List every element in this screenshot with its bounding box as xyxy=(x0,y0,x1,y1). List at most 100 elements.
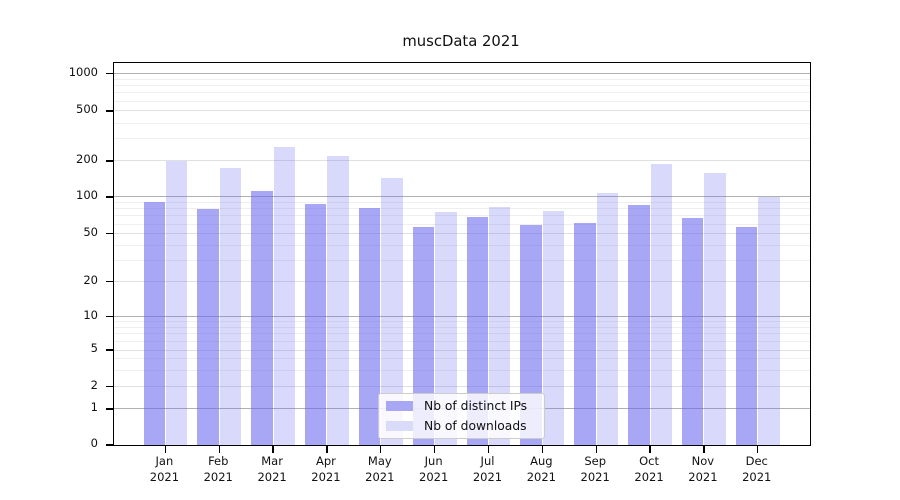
x-label-month: Nov xyxy=(691,454,715,468)
x-label-month: Jun xyxy=(424,454,443,468)
y-tick-mark xyxy=(106,72,113,75)
bar-downloads-oct xyxy=(650,164,672,445)
gridline xyxy=(114,160,810,162)
minor-gridline xyxy=(114,85,810,87)
bar-distinct-ips-oct xyxy=(628,204,650,445)
legend-swatch-downloads xyxy=(386,421,413,431)
legend-label-downloads: Nb of downloads xyxy=(424,419,527,433)
y-tick-mark xyxy=(106,196,113,198)
bar-distinct-ips-sep xyxy=(574,223,596,445)
legend-label-distinct-ips: Nb of distinct IPs xyxy=(424,399,528,413)
x-tick-mark xyxy=(218,446,220,453)
bar-downloads-sep xyxy=(596,192,619,445)
gridline xyxy=(114,386,810,388)
bar-downloads-dec xyxy=(758,196,780,445)
x-tick-mark xyxy=(649,446,651,453)
x-tick-mark xyxy=(380,446,382,453)
y-tick-mark xyxy=(106,160,113,162)
y-tick-label: 200 xyxy=(76,151,98,166)
x-label-year: 2021 xyxy=(688,470,718,485)
x-label-year: 2021 xyxy=(742,470,772,485)
x-label-year: 2021 xyxy=(580,470,610,485)
y-tick-label: 1 xyxy=(90,399,98,414)
x-label-month: Aug xyxy=(530,454,553,468)
x-tick-mark xyxy=(326,446,328,453)
x-label-month: May xyxy=(367,454,392,468)
minor-gridline xyxy=(114,340,810,342)
bar-distinct-ips-nov xyxy=(682,218,704,445)
x-tick-label-jan: Jan 2021 xyxy=(137,453,191,486)
bar-distinct-ips-may xyxy=(358,208,381,445)
y-tick-mark xyxy=(106,349,113,351)
bar-downloads-jun xyxy=(435,212,457,445)
legend: Nb of distinct IPs Nb of downloads xyxy=(378,393,545,439)
x-label-month: Jan xyxy=(155,454,174,468)
y-tick-label: 10 xyxy=(83,307,98,322)
y-tick-label: 100 xyxy=(76,187,98,202)
x-tick-label-jul: Jul 2021 xyxy=(461,453,515,486)
x-label-month: Dec xyxy=(745,454,768,468)
minor-gridline xyxy=(114,223,810,225)
y-tick-label: 50 xyxy=(83,224,98,239)
y-tick-mark xyxy=(106,110,113,112)
bar-downloads-aug xyxy=(542,211,565,445)
x-label-month: Oct xyxy=(639,454,659,468)
x-label-month: Apr xyxy=(315,454,336,468)
minor-gridline xyxy=(114,259,810,261)
gridline xyxy=(114,349,810,351)
gridline xyxy=(114,233,810,235)
x-label-year: 2021 xyxy=(472,470,503,485)
gridline xyxy=(114,110,810,112)
minor-gridline xyxy=(114,92,810,94)
x-tick-mark xyxy=(487,446,490,453)
bar-downloads-jul xyxy=(489,206,511,445)
x-tick-label-nov: Nov 2021 xyxy=(676,453,730,486)
y-tick-mark xyxy=(106,233,113,235)
bar-downloads-mar xyxy=(273,147,295,445)
x-label-year: 2021 xyxy=(203,470,233,485)
x-tick-mark xyxy=(757,446,759,453)
minor-gridline xyxy=(114,100,810,102)
x-label-month: Mar xyxy=(261,454,283,468)
x-label-year: 2021 xyxy=(526,470,556,485)
bar-distinct-ips-dec xyxy=(735,226,758,445)
minor-gridline xyxy=(114,326,810,328)
minor-gridline xyxy=(114,369,810,371)
plot-area xyxy=(106,62,811,453)
bar-downloads-apr xyxy=(327,155,349,445)
bar-distinct-ips-jun xyxy=(412,226,435,445)
x-label-year: 2021 xyxy=(365,470,395,485)
minor-gridline xyxy=(114,78,810,80)
y-tick-mark xyxy=(106,385,113,388)
bar-distinct-ips-feb xyxy=(197,209,219,445)
y-tick-label: 1000 xyxy=(68,64,98,79)
bar-distinct-ips-apr xyxy=(305,203,327,445)
minor-gridline xyxy=(114,208,810,210)
x-label-year: 2021 xyxy=(634,470,664,485)
minor-gridline xyxy=(114,215,810,217)
x-tick-mark xyxy=(595,446,597,453)
x-tick-label-dec: Dec 2021 xyxy=(730,453,784,486)
x-tick-label-feb: Feb 2021 xyxy=(191,453,245,486)
x-tick-mark xyxy=(541,446,544,453)
decade-gridline xyxy=(114,316,810,318)
x-tick-label-aug: Aug 2021 xyxy=(514,453,568,486)
x-tick-mark xyxy=(433,446,436,453)
y-tick-label: 20 xyxy=(83,272,98,287)
x-tick-mark xyxy=(703,446,705,453)
x-label-year: 2021 xyxy=(257,470,287,485)
bar-downloads-may xyxy=(381,178,403,445)
x-label-month: Feb xyxy=(208,454,229,468)
minor-gridline xyxy=(114,201,810,203)
legend-item-downloads: Nb of downloads xyxy=(386,418,536,434)
x-tick-label-oct: Oct 2021 xyxy=(622,453,676,486)
minor-gridline xyxy=(114,122,810,124)
chart-title: muscData 2021 xyxy=(402,33,520,50)
gridline xyxy=(114,281,810,283)
y-tick-mark xyxy=(106,315,113,318)
x-tick-mark xyxy=(164,446,167,453)
y-tick-mark xyxy=(106,444,113,446)
x-tick-label-may: May 2021 xyxy=(353,453,407,486)
x-label-month: Jul xyxy=(480,454,495,468)
